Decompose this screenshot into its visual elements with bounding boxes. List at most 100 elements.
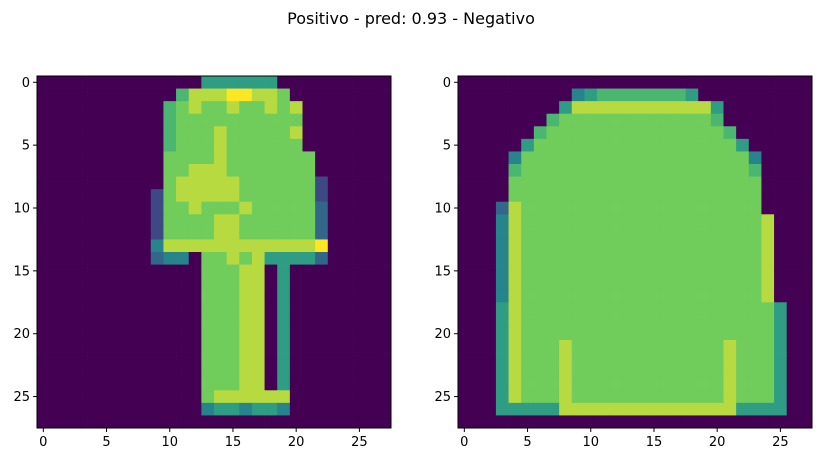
heatmap-cell bbox=[251, 76, 265, 89]
heatmap-cell bbox=[340, 176, 354, 190]
heatmap-cell bbox=[365, 365, 379, 379]
heatmap-cell bbox=[277, 252, 291, 265]
heatmap-cell bbox=[302, 289, 316, 303]
heatmap-cell bbox=[201, 302, 215, 316]
heatmap-cell bbox=[786, 402, 800, 416]
heatmap-cell bbox=[521, 415, 535, 429]
heatmap-cell bbox=[533, 377, 547, 391]
heatmap-cell bbox=[112, 239, 126, 253]
heatmap-cell bbox=[74, 302, 88, 316]
heatmap-cell bbox=[571, 88, 585, 102]
heatmap-cell bbox=[277, 377, 291, 391]
heatmap-cell bbox=[365, 76, 379, 89]
heatmap-cell bbox=[698, 113, 712, 127]
heatmap-cell bbox=[188, 189, 202, 203]
heatmap-cell bbox=[609, 277, 623, 291]
heatmap-cell bbox=[112, 390, 126, 404]
heatmap-cell bbox=[302, 277, 316, 291]
heatmap-cell bbox=[458, 264, 471, 278]
heatmap-cell bbox=[201, 252, 215, 265]
heatmap-cell bbox=[672, 314, 686, 328]
heatmap-cell bbox=[289, 415, 303, 429]
heatmap-cell bbox=[584, 76, 598, 89]
heatmap-cell bbox=[748, 226, 762, 240]
heatmap-cell bbox=[87, 252, 101, 265]
heatmap-cell bbox=[710, 402, 724, 416]
heatmap-cell bbox=[458, 327, 471, 341]
heatmap-cell bbox=[226, 101, 240, 115]
heatmap-cell bbox=[251, 138, 265, 152]
heatmap-cell bbox=[277, 88, 291, 102]
heatmap-cell bbox=[508, 340, 522, 353]
heatmap-cell bbox=[112, 151, 126, 165]
heatmap-cell bbox=[609, 390, 623, 404]
heatmap-cell bbox=[559, 239, 573, 253]
heatmap-cell bbox=[188, 164, 202, 177]
y-tick-label: 20 bbox=[434, 327, 451, 342]
heatmap-cell bbox=[138, 365, 152, 379]
heatmap-cell bbox=[723, 252, 737, 265]
heatmap-cell bbox=[774, 302, 788, 316]
heatmap-cell bbox=[62, 176, 76, 190]
heatmap-cell bbox=[597, 226, 611, 240]
heatmap-cell bbox=[264, 390, 278, 404]
heatmap-cell bbox=[799, 340, 813, 353]
heatmap-cell bbox=[584, 101, 598, 115]
heatmap-cell bbox=[546, 289, 560, 303]
heatmap-cell bbox=[138, 314, 152, 328]
heatmap-cell bbox=[378, 302, 392, 316]
heatmap-cell bbox=[201, 365, 215, 379]
heatmap-cell bbox=[470, 390, 484, 404]
heatmap-cell bbox=[748, 252, 762, 265]
heatmap-cell bbox=[597, 327, 611, 341]
heatmap-cell bbox=[315, 264, 329, 278]
heatmap-cell bbox=[176, 201, 190, 215]
heatmap-cell bbox=[698, 88, 712, 102]
heatmap-cell bbox=[761, 277, 775, 291]
heatmap-cell bbox=[327, 415, 341, 429]
heatmap-cell bbox=[723, 151, 737, 165]
heatmap-cell bbox=[584, 226, 598, 240]
heatmap-cell bbox=[365, 201, 379, 215]
heatmap-cell bbox=[176, 415, 190, 429]
heatmap-cell bbox=[226, 264, 240, 278]
heatmap-cell bbox=[483, 76, 497, 89]
heatmap-cell bbox=[125, 164, 139, 177]
heatmap-cell bbox=[125, 302, 139, 316]
heatmap-cell bbox=[521, 151, 535, 165]
heatmap-cell bbox=[378, 252, 392, 265]
heatmap-cell bbox=[786, 352, 800, 366]
heatmap-cell bbox=[672, 340, 686, 353]
heatmap-cell bbox=[786, 201, 800, 215]
heatmap-cell bbox=[698, 201, 712, 215]
heatmap-cell bbox=[176, 277, 190, 291]
heatmap-cell bbox=[685, 189, 699, 203]
heatmap-cell bbox=[736, 365, 750, 379]
heatmap-cell bbox=[622, 302, 636, 316]
heatmap-cell bbox=[774, 327, 788, 341]
heatmap-cell bbox=[302, 415, 316, 429]
heatmap-cell bbox=[214, 76, 227, 89]
heatmap-cell bbox=[176, 327, 190, 341]
heatmap-cell bbox=[672, 365, 686, 379]
heatmap-cell bbox=[521, 76, 535, 89]
heatmap-cell bbox=[597, 252, 611, 265]
heatmap-cell bbox=[365, 214, 379, 228]
heatmap-cell bbox=[277, 327, 291, 341]
heatmap-cell bbox=[251, 126, 265, 140]
heatmap-cell bbox=[125, 390, 139, 404]
x-tick-label: 10 bbox=[161, 435, 178, 450]
heatmap-cell bbox=[112, 164, 126, 177]
heatmap-cell bbox=[87, 189, 101, 203]
heatmap-cell bbox=[647, 164, 661, 177]
heatmap-cell bbox=[584, 214, 598, 228]
heatmap-cell bbox=[74, 101, 88, 115]
heatmap-cell bbox=[214, 101, 227, 115]
heatmap-cell bbox=[251, 365, 265, 379]
heatmap-cell bbox=[660, 101, 674, 115]
heatmap-cell bbox=[49, 277, 63, 291]
heatmap-cell bbox=[470, 189, 484, 203]
heatmap-cell bbox=[685, 226, 699, 240]
heatmap-cell bbox=[214, 113, 227, 127]
heatmap-cell bbox=[188, 113, 202, 127]
